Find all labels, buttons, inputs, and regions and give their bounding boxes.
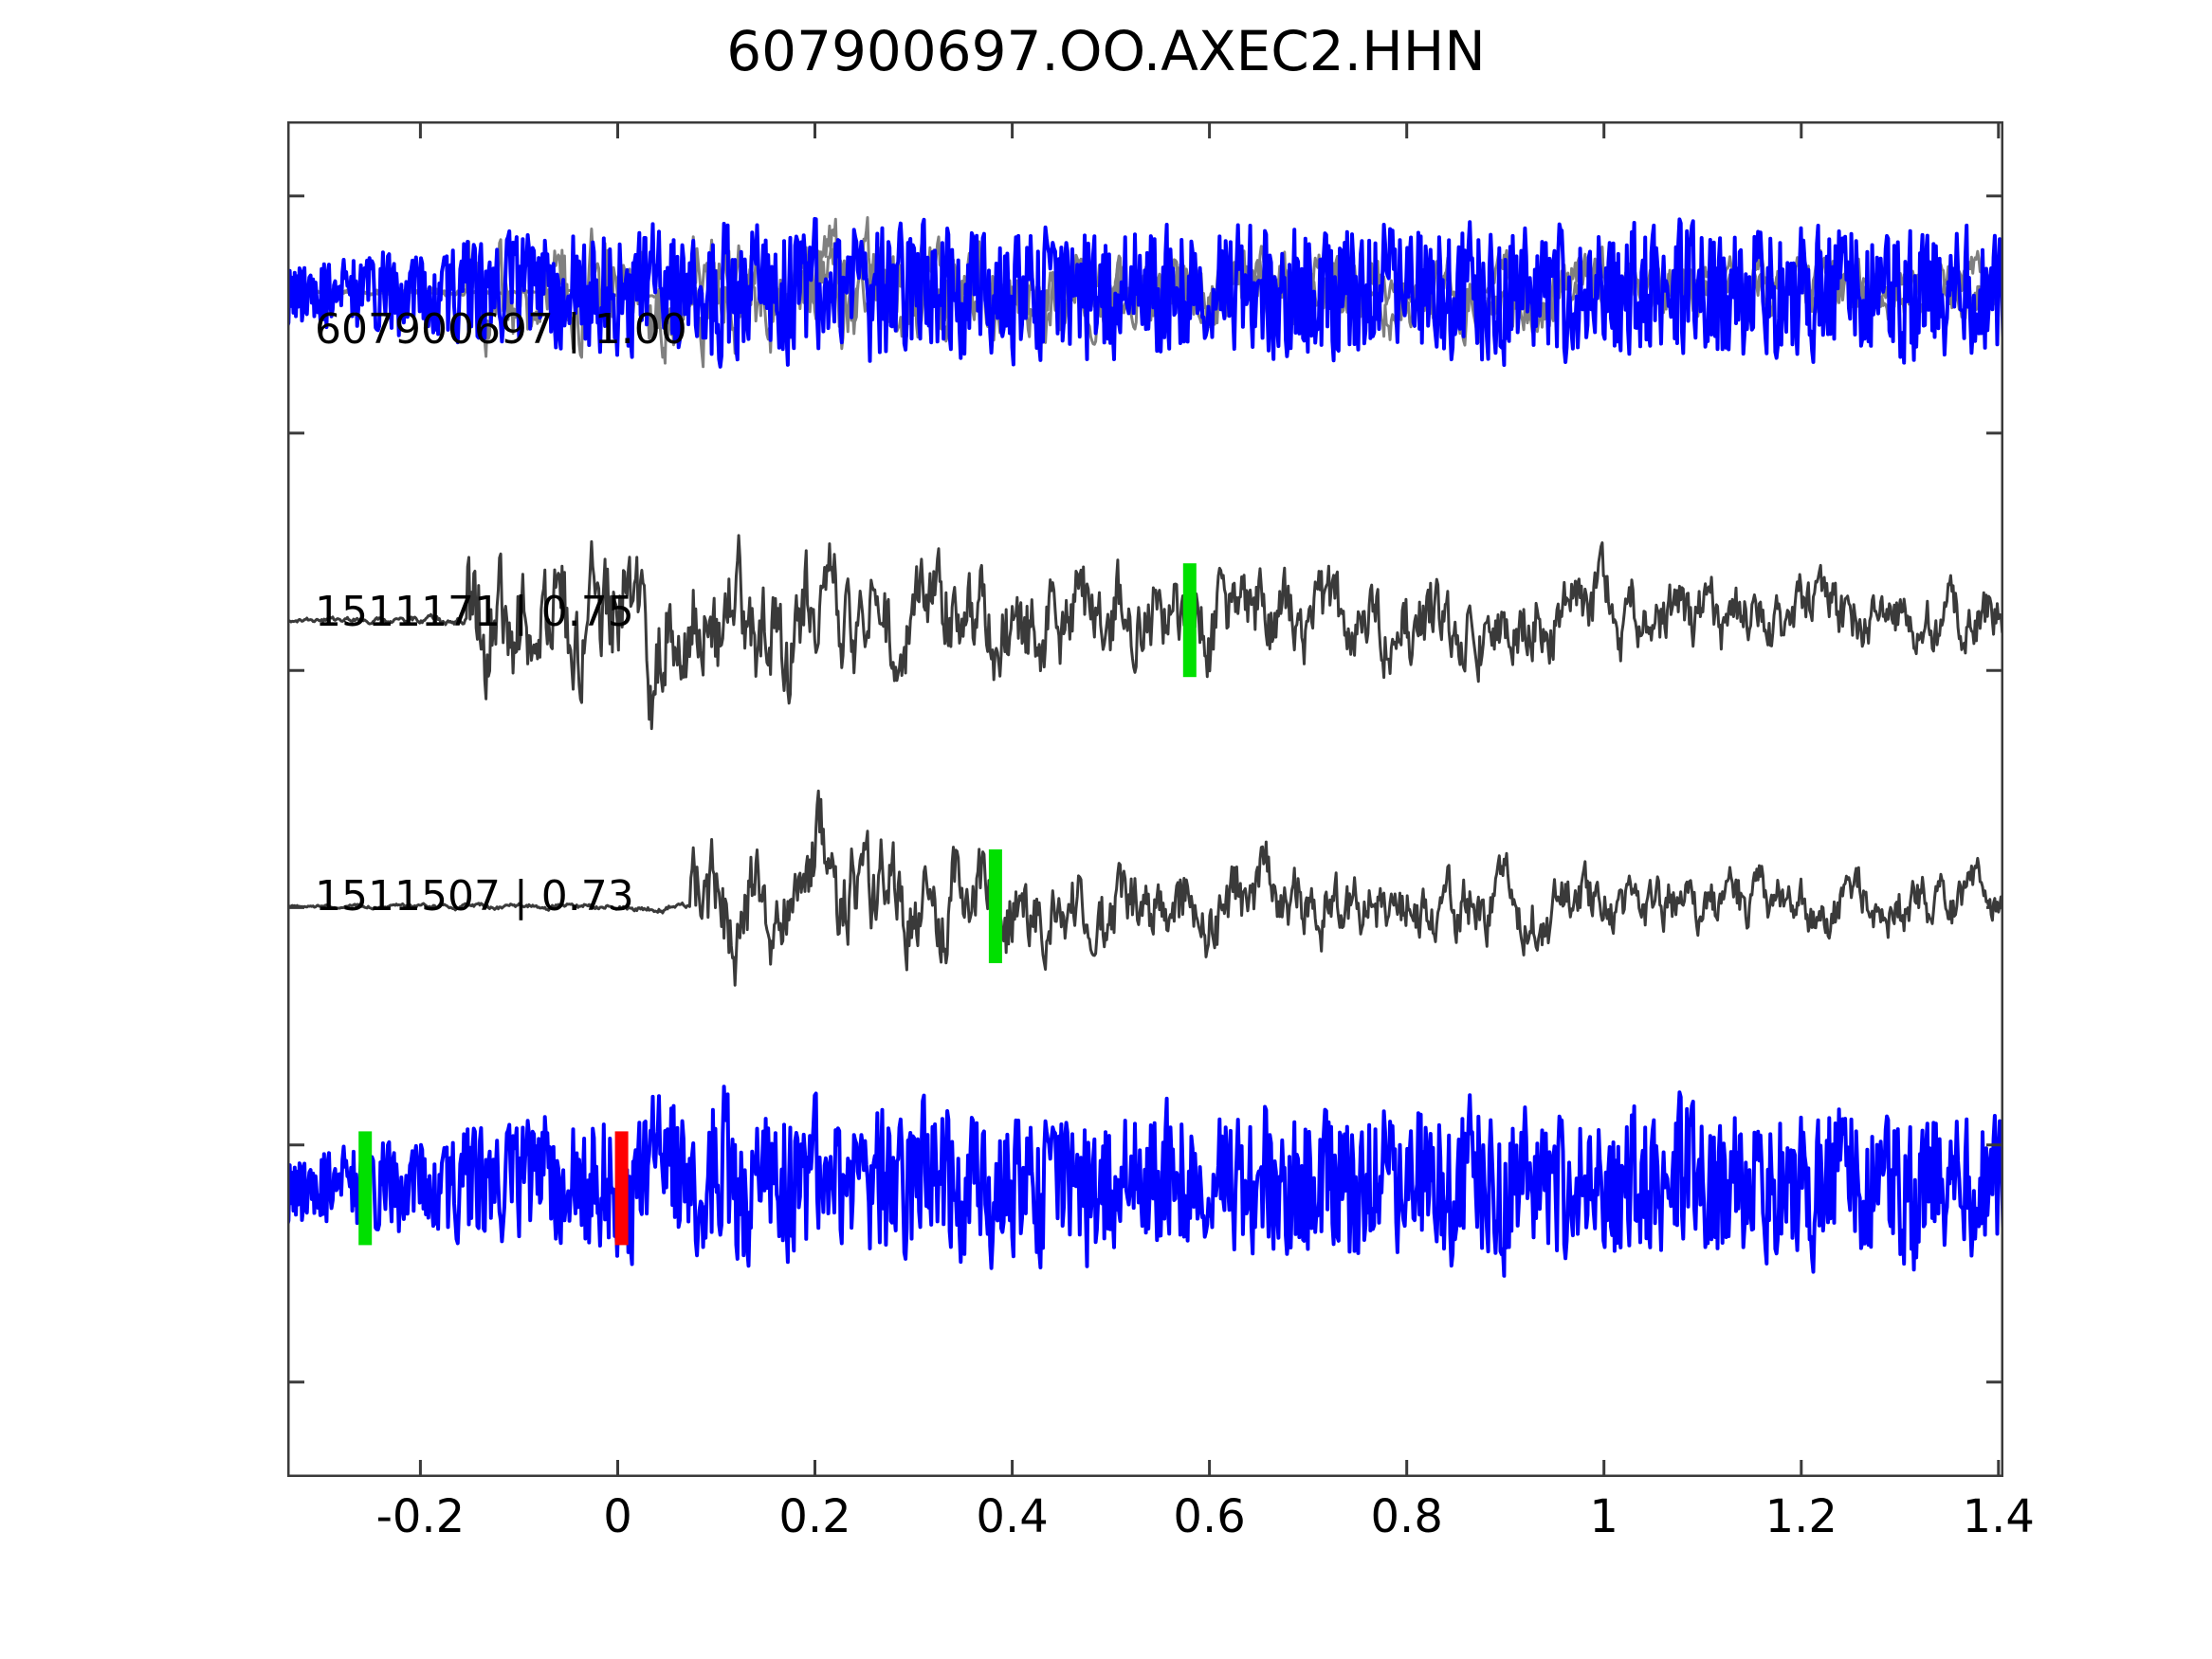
x-tick-label: 1 xyxy=(1589,1490,1618,1543)
waveform-line xyxy=(287,1085,2003,1278)
waveform-line xyxy=(287,534,2003,731)
plot-area xyxy=(287,121,2003,1477)
x-tick-label: -0.2 xyxy=(375,1490,466,1543)
origin-time-marker xyxy=(614,1131,629,1246)
axes-frame xyxy=(287,121,2003,1477)
waveform-traces xyxy=(287,216,2003,1278)
phase-markers xyxy=(358,563,1197,1246)
phase-pick-marker xyxy=(988,849,1002,963)
trace-label-detection-2: 1511507 | 0.73 xyxy=(315,872,634,921)
x-tick-label: 0.8 xyxy=(1370,1490,1443,1543)
x-tick-label: 0.4 xyxy=(976,1490,1049,1543)
axis-ticks xyxy=(287,121,2003,1477)
x-tick-label: 0 xyxy=(603,1490,632,1543)
waveform-line xyxy=(287,789,2003,987)
x-tick-label: 0.2 xyxy=(778,1490,851,1543)
trace-label-template: 607900697 | 1.00 xyxy=(315,305,687,354)
x-axis-tick-labels: -0.2 0 0.2 0.4 0.6 0.8 1 1.2 1.4 xyxy=(287,1490,2035,1557)
page-title: 607900697.OO.AXEC2.HHN xyxy=(726,19,1486,83)
x-tick-label: 0.6 xyxy=(1173,1490,1246,1543)
trace-label-detection-1: 1511171 | 0.75 xyxy=(315,588,634,636)
phase-pick-marker xyxy=(358,1131,373,1246)
phase-pick-marker xyxy=(1182,563,1197,678)
x-tick-label: 1.4 xyxy=(1962,1490,2035,1543)
waveform-canvas xyxy=(287,121,2003,1477)
waveform-line xyxy=(287,216,2003,369)
x-tick-label: 1.2 xyxy=(1764,1490,1837,1543)
